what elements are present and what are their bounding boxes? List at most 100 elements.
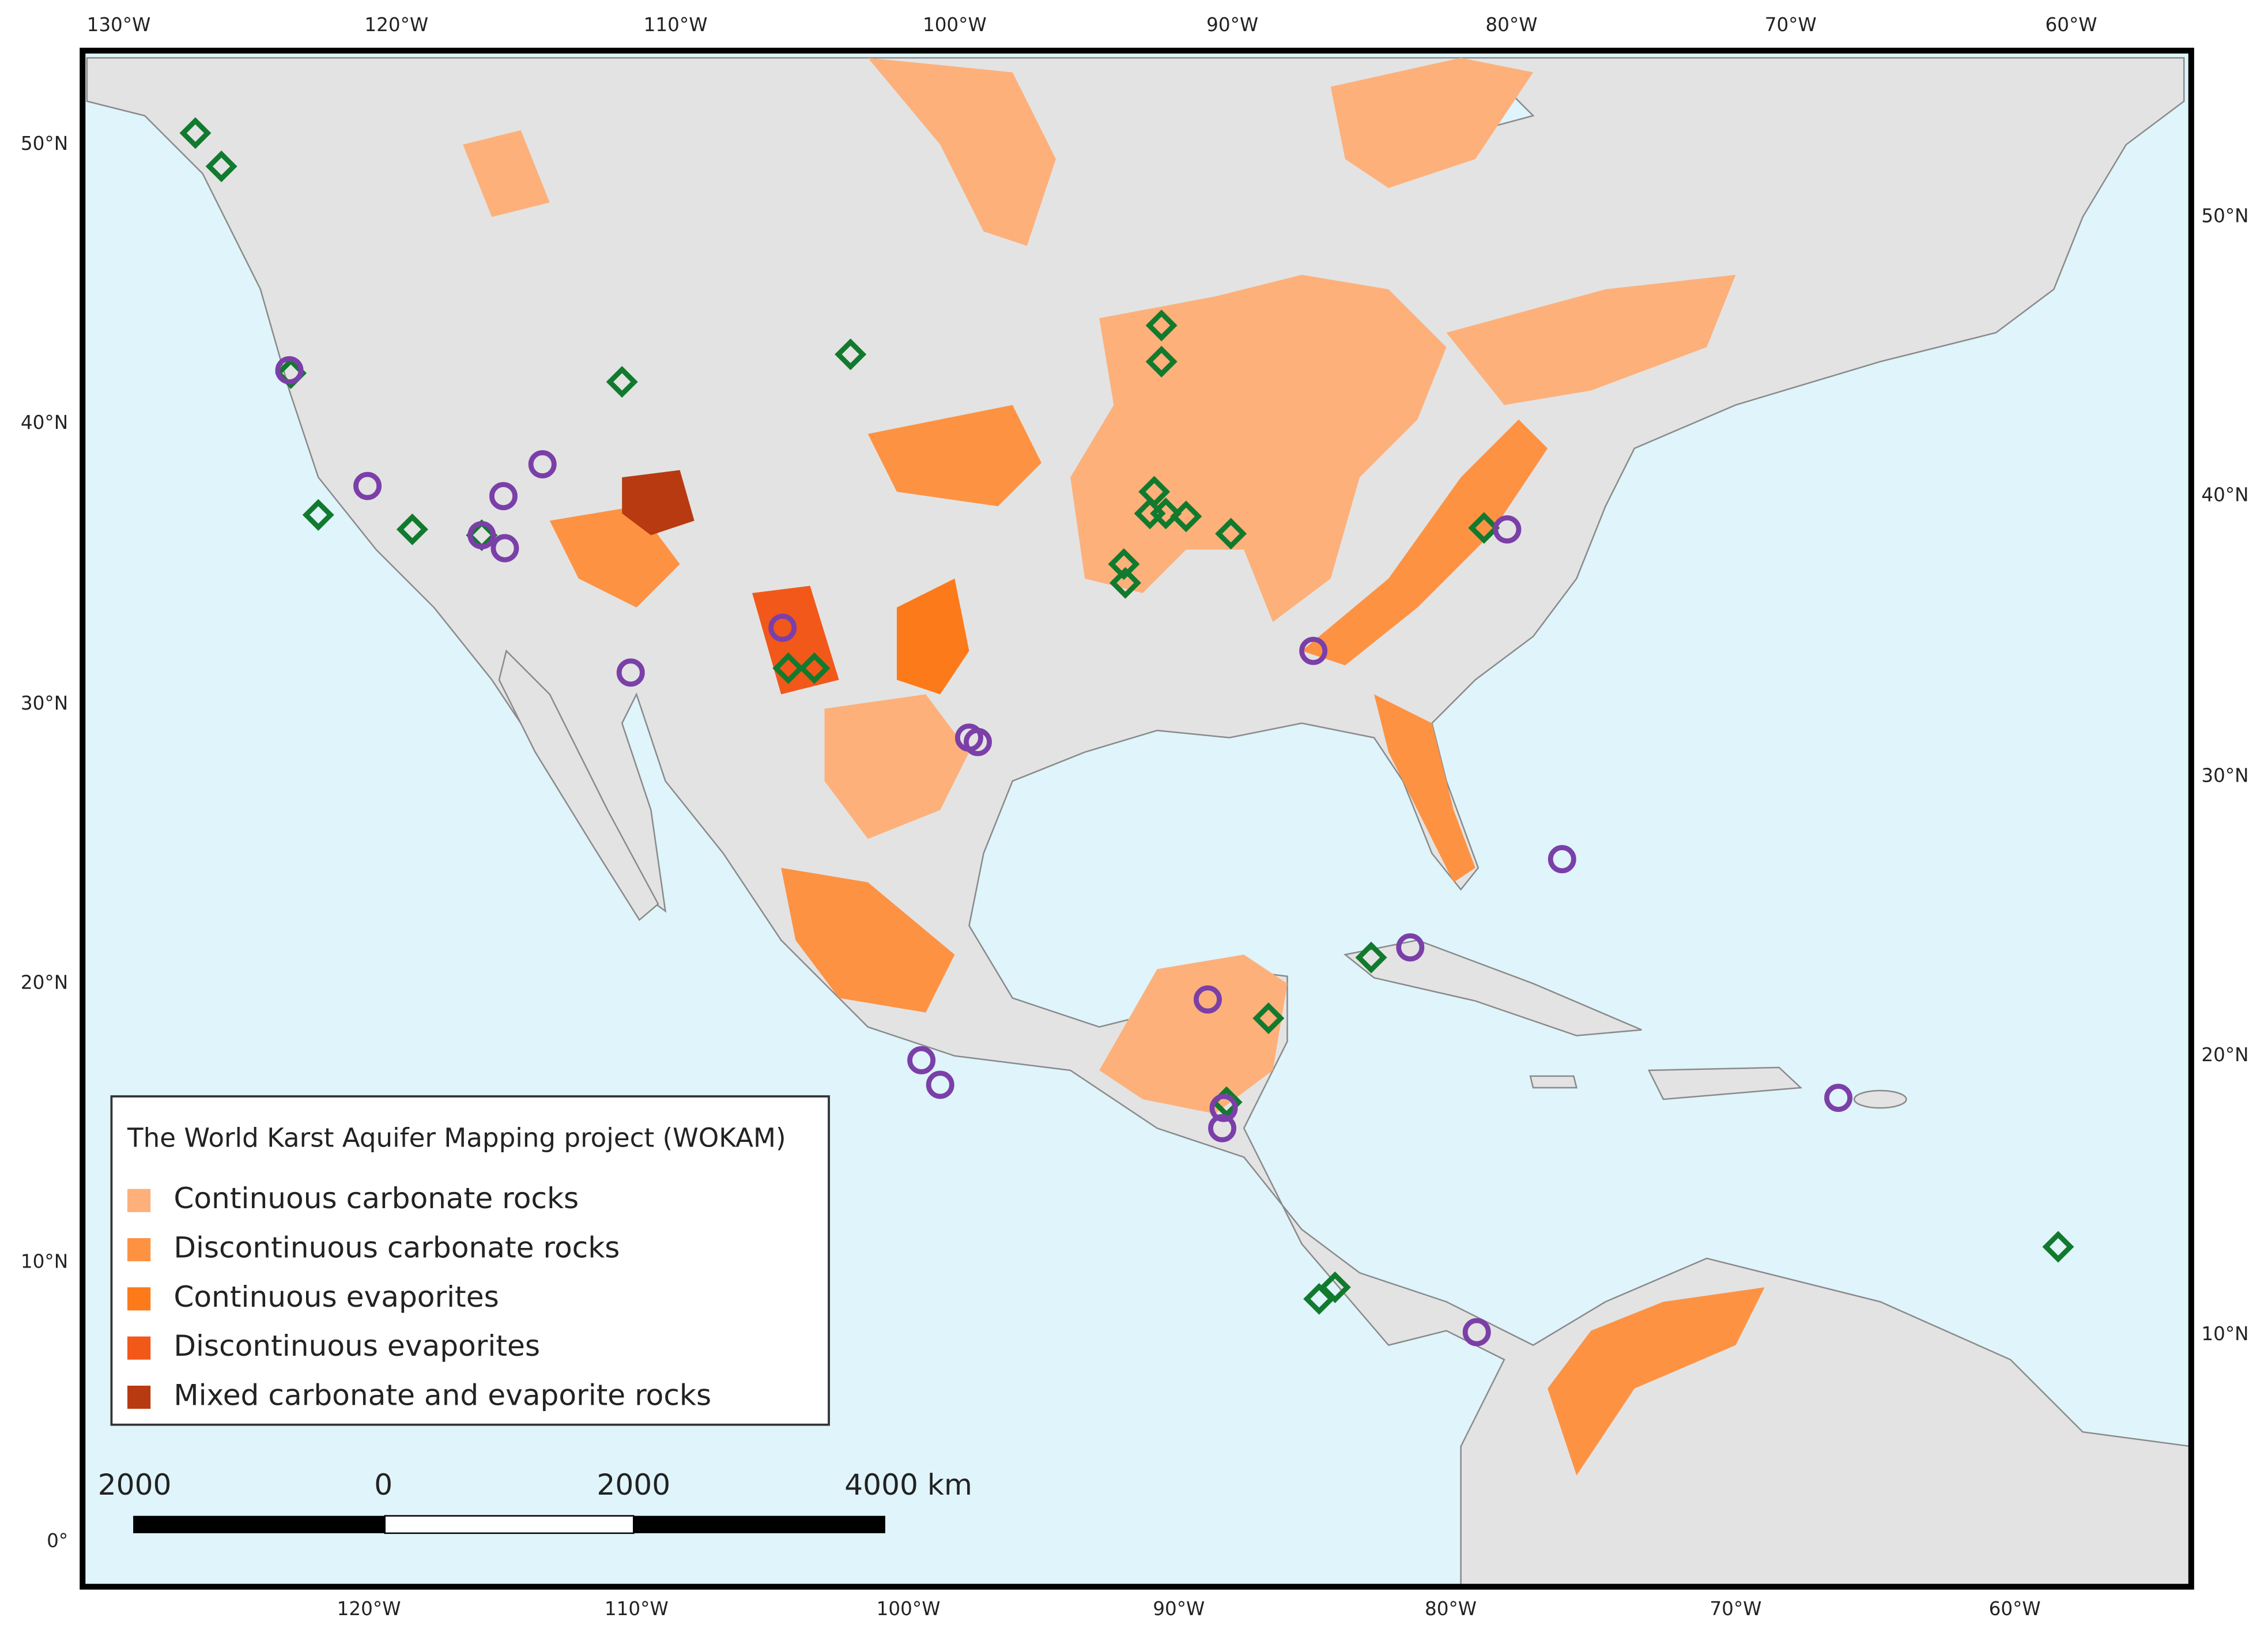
legend-swatch <box>127 1287 151 1311</box>
legend-swatch <box>127 1336 151 1360</box>
karst-area <box>867 405 1041 507</box>
site-diamond <box>1108 548 1140 580</box>
left-axis-label: 10°N <box>21 1251 68 1273</box>
site-circle <box>467 521 496 549</box>
site-diamond <box>1150 497 1182 530</box>
site-diamond <box>466 519 498 551</box>
top-axis-label: 70°W <box>1765 14 1817 36</box>
site-circle <box>907 1046 936 1074</box>
site-circle <box>1462 1318 1491 1347</box>
left-axis-label: 30°N <box>21 692 68 714</box>
right-axis-label: 40°N <box>2201 484 2248 506</box>
hispaniola <box>1647 1066 1803 1100</box>
site-circle <box>1208 1114 1237 1142</box>
top-axis-label: 100°W <box>923 14 987 36</box>
bottom-axis-label: 120°W <box>337 1598 401 1620</box>
legend: The World Karst Aquifer Mapping project … <box>110 1095 830 1426</box>
land-mass <box>86 57 2192 1587</box>
right-axis-label: 10°N <box>2201 1323 2248 1345</box>
scale-label: 2000 <box>98 1468 172 1502</box>
jamaica <box>1529 1075 1578 1089</box>
karst-areas <box>463 58 1765 1476</box>
karst-area <box>1446 274 1736 405</box>
legend-title: The World Karst Aquifer Mapping project … <box>127 1122 786 1153</box>
karst-area <box>1070 274 1447 622</box>
site-diamond <box>835 338 867 371</box>
site-circle <box>1194 985 1222 1014</box>
karst-area <box>1301 419 1548 666</box>
site-circle <box>1493 515 1522 544</box>
bottom-axis-label: 80°W <box>1425 1598 1477 1620</box>
scale-label: 0 <box>374 1468 393 1502</box>
site-circle <box>1396 933 1425 962</box>
top-axis-label: 80°W <box>1485 14 1537 36</box>
site-diamond <box>1319 1271 1351 1303</box>
sites <box>179 117 2074 1347</box>
site-diamond <box>1134 497 1166 530</box>
map-frame <box>80 47 2194 1590</box>
right-axis-label: 20°N <box>2201 1044 2248 1066</box>
scale-segment <box>384 1515 635 1534</box>
right-axis-label: 50°N <box>2201 205 2248 227</box>
top-axis-label: 90°W <box>1206 14 1258 36</box>
legend-label: Discontinuous evaporites <box>173 1329 540 1363</box>
baja <box>498 649 659 921</box>
bottom-axis-label: 70°W <box>1710 1598 1761 1620</box>
site-diamond <box>1145 345 1178 378</box>
scale-bar: 2000 0 2000 4000 km <box>98 1468 972 1534</box>
karst-area <box>1099 955 1288 1114</box>
site-circle <box>489 482 518 511</box>
bottom-axis-label: 100°W <box>877 1598 941 1620</box>
legend-swatch <box>127 1385 151 1409</box>
karst-area <box>1374 694 1475 883</box>
site-circle <box>768 613 797 642</box>
site-circle <box>1299 636 1328 665</box>
scale-label: 2000 <box>597 1468 670 1502</box>
site-diamond <box>772 652 805 684</box>
legend-swatch <box>127 1189 151 1212</box>
left-axis-label: 50°N <box>21 133 68 154</box>
site-diamond <box>396 513 428 545</box>
right-axis-label: 30°N <box>2201 764 2248 786</box>
top-axis-label: 60°W <box>2046 14 2097 36</box>
legend-swatch <box>127 1238 151 1262</box>
karst-area <box>1330 58 1534 188</box>
bottom-axis-label: 110°W <box>605 1598 669 1620</box>
bottom-axis-label: 60°W <box>1989 1598 2041 1620</box>
site-diamond <box>1252 1002 1285 1035</box>
legend-label: Discontinuous carbonate rocks <box>173 1231 620 1265</box>
legend-box <box>110 1095 830 1426</box>
karst-area <box>867 58 1056 246</box>
top-axis-label: 130°W <box>87 14 151 36</box>
site-circle <box>1209 1093 1238 1122</box>
site-diamond <box>1215 518 1247 550</box>
karst-area <box>463 130 550 217</box>
legend-label: Continuous evaporites <box>173 1280 499 1314</box>
site-diamond <box>606 365 638 398</box>
site-diamond <box>2042 1231 2074 1263</box>
scale-segment <box>133 1515 385 1533</box>
site-circle <box>964 727 992 756</box>
scale-segment <box>633 1515 885 1533</box>
site-circle <box>1548 845 1576 873</box>
site-circle <box>616 658 645 687</box>
left-axis-label: 40°N <box>21 412 68 433</box>
karst-area <box>824 694 969 839</box>
site-diamond <box>205 150 237 183</box>
site-diamond <box>1145 310 1178 342</box>
land <box>86 57 2192 1587</box>
site-circle <box>275 356 304 384</box>
puerto-rico <box>1853 1089 1907 1109</box>
karst-area <box>1548 1287 1765 1476</box>
legend-label: Mixed carbonate and evaporite rocks <box>173 1378 711 1412</box>
left-axis-label: 0° <box>47 1530 68 1552</box>
top-axis-label: 110°W <box>644 14 708 36</box>
site-diamond <box>798 652 831 684</box>
karst-area <box>781 868 955 1013</box>
site-diamond <box>179 117 212 149</box>
scale-label: 4000 km <box>844 1468 972 1502</box>
site-diamond <box>302 499 334 531</box>
left-axis-label: 20°N <box>21 971 68 993</box>
